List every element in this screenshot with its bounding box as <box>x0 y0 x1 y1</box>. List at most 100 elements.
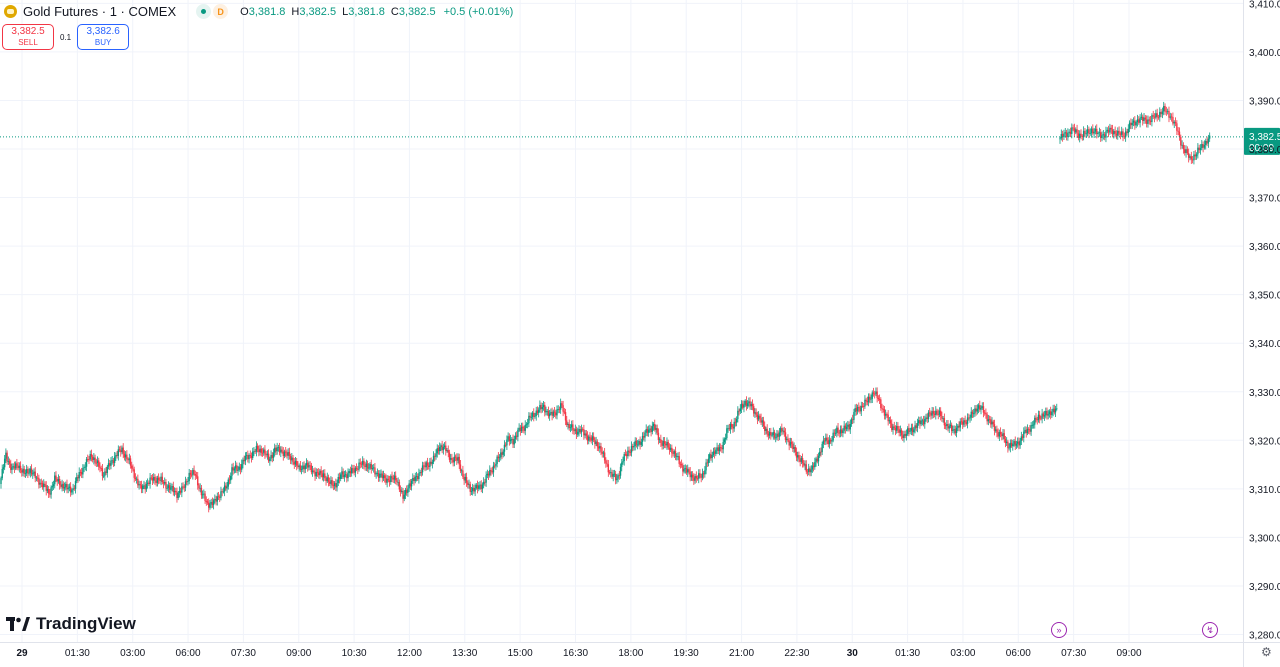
candle-body <box>490 469 492 472</box>
candle-body <box>307 462 309 468</box>
candle-body <box>539 405 541 410</box>
candle-body <box>969 417 971 419</box>
time-axis[interactable]: 29 01:30 03:00 06:00 07:30 09:00 10:30 12:00 13:… <box>0 642 1280 660</box>
candle-body <box>228 479 231 481</box>
candle-body <box>812 465 815 468</box>
candle-body <box>481 484 484 490</box>
candle-body <box>1054 408 1057 413</box>
candle-body <box>537 409 540 413</box>
candle-body <box>542 404 545 408</box>
candle-body <box>90 454 93 457</box>
candle-body <box>6 452 8 462</box>
candle-body <box>994 429 997 431</box>
candle-body <box>584 433 586 436</box>
candle-body <box>1109 127 1111 133</box>
candle-body <box>208 502 210 508</box>
candle-body <box>690 474 693 478</box>
candle-body <box>1 469 3 479</box>
candle-body <box>782 430 784 432</box>
candle-body <box>1067 132 1069 137</box>
candle-body <box>1096 128 1098 135</box>
candle-body <box>852 419 854 421</box>
candle-body <box>711 454 713 459</box>
candle-body <box>507 436 509 440</box>
candle-body <box>336 482 338 488</box>
candle-body <box>784 432 787 440</box>
candle-body <box>1153 116 1156 118</box>
candle-body <box>518 427 520 430</box>
candle-body <box>491 471 493 473</box>
candle-body <box>733 421 735 429</box>
candle-body <box>188 472 190 482</box>
candle-body <box>28 472 30 474</box>
candle-body <box>854 408 856 413</box>
market-open-icon[interactable] <box>196 4 212 19</box>
candle-body <box>874 393 876 395</box>
buy-label: BUY <box>94 38 112 47</box>
x-tick-label: 10:30 <box>342 648 367 659</box>
candle-body <box>177 492 179 499</box>
candle-body <box>693 477 695 481</box>
candle-body <box>426 462 429 466</box>
candle-body <box>474 488 476 492</box>
candle-body <box>1078 133 1081 138</box>
candle-body <box>724 438 727 440</box>
candle-body <box>24 473 27 475</box>
candle-body <box>847 424 849 427</box>
candle-body <box>35 477 38 479</box>
candle-body <box>463 476 465 481</box>
candle-body <box>963 420 965 425</box>
candle-body <box>783 430 785 433</box>
sell-button[interactable]: 3,382.5 SELL <box>2 24 54 50</box>
candle-body <box>624 454 627 455</box>
candle-body <box>683 469 685 472</box>
tradingview-logo[interactable]: TradingView <box>6 614 136 634</box>
candle-body <box>715 449 717 454</box>
candle-body <box>385 478 387 483</box>
candle-body <box>480 484 482 490</box>
lightning-icon[interactable]: ↯ <box>1202 622 1218 638</box>
candle-body <box>634 440 636 447</box>
y-tick-label: 3,390.0 <box>1249 96 1280 107</box>
candle-body <box>887 414 889 422</box>
buy-button[interactable]: 3,382.6 BUY <box>77 24 130 50</box>
candle-body <box>958 425 960 428</box>
gear-icon[interactable]: ⚙ <box>1261 645 1272 659</box>
candle-body <box>484 481 486 483</box>
candle-body <box>799 459 801 462</box>
candle-body <box>99 466 101 468</box>
candle-body <box>1105 131 1107 138</box>
symbol-title[interactable]: Gold Futures · 1 · COMEX <box>23 4 177 19</box>
candle-body <box>1117 130 1119 136</box>
candle-body <box>897 425 899 429</box>
candle-body <box>398 482 401 490</box>
candle-body <box>761 420 763 423</box>
candle-body <box>161 476 163 483</box>
jump-to-realtime-icon[interactable]: » <box>1051 622 1067 638</box>
candle-body <box>106 466 109 474</box>
price-axis[interactable]: 3,410.0 3,400.0 3,390.0 3,380.0 3,370.0 3,360… <box>1243 0 1280 667</box>
candle-body <box>1007 441 1009 449</box>
candle-body <box>478 485 480 489</box>
candle-body <box>921 420 924 422</box>
candle-body <box>652 424 655 427</box>
candle-body <box>502 451 504 455</box>
candle-body <box>425 462 427 468</box>
candle-body <box>959 421 961 428</box>
candle-body <box>120 450 122 453</box>
candle-body <box>434 455 436 457</box>
candle-body <box>1164 106 1166 112</box>
candle-body <box>189 472 192 475</box>
candle-body <box>107 463 110 467</box>
candle-body <box>79 472 82 473</box>
candle-body <box>772 432 774 436</box>
candle-body <box>877 397 880 400</box>
candle-body <box>819 451 821 456</box>
delayed-data-badge[interactable]: D <box>213 4 229 19</box>
candle-body <box>896 425 898 431</box>
candle-body <box>987 419 990 422</box>
candle-body <box>157 477 160 481</box>
candle-body <box>712 451 715 455</box>
candle-body <box>916 423 919 428</box>
